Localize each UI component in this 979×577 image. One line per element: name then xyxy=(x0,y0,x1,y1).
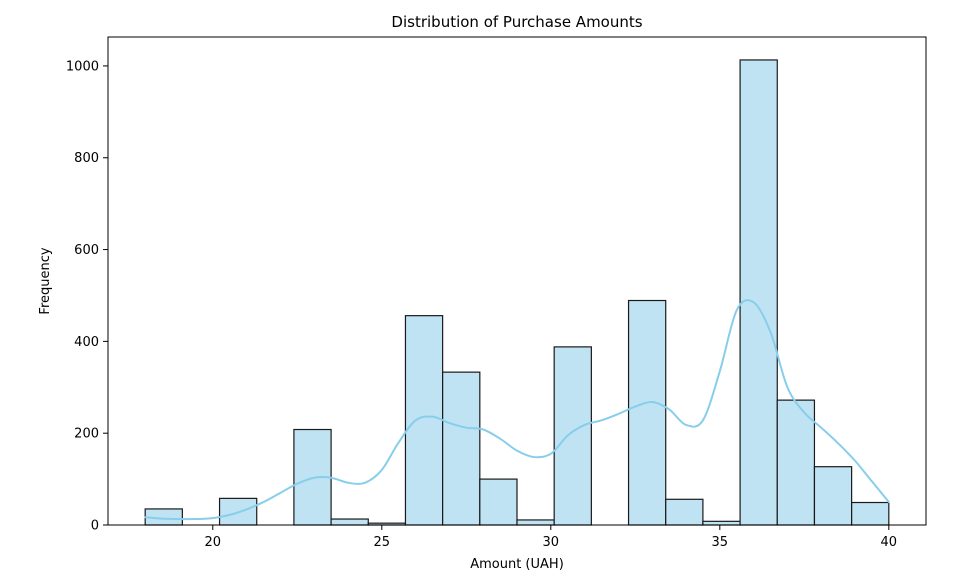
histogram-bar-10 xyxy=(516,519,555,526)
histogram-bar-14 xyxy=(665,498,704,526)
histogram-bar-9 xyxy=(479,478,518,526)
x-axis: 20 25 30 35 40 xyxy=(205,525,898,550)
y-tick-label-200: 200 xyxy=(74,427,99,442)
histogram-bar-13 xyxy=(627,299,667,526)
y-tick-label-0: 0 xyxy=(91,519,99,534)
x-tick-label-25: 25 xyxy=(374,535,391,550)
histogram-bar-16 xyxy=(739,59,778,526)
x-axis-label: Amount (UAH) xyxy=(470,557,564,572)
histogram-bar-5 xyxy=(330,518,369,526)
y-tick-label-600: 600 xyxy=(74,243,99,258)
y-axis: 0 200 400 600 800 1000 xyxy=(66,59,108,534)
y-tick-label-1000: 1000 xyxy=(66,59,99,74)
histogram-bar-17 xyxy=(776,399,816,526)
x-tick-label-30: 30 xyxy=(543,535,560,550)
y-axis-label: Frequency xyxy=(38,247,53,314)
kde-curve xyxy=(144,299,890,521)
x-tick-label-35: 35 xyxy=(712,535,729,550)
y-tick-label-800: 800 xyxy=(74,151,99,166)
histogram-bars xyxy=(144,59,890,526)
x-tick-label-20: 20 xyxy=(205,535,222,550)
x-tick-label-40: 40 xyxy=(881,535,898,550)
plot-frame xyxy=(107,36,927,526)
histogram-bar-15 xyxy=(702,520,741,526)
chart-title: Distribution of Purchase Amounts xyxy=(391,13,642,31)
histogram-bar-18 xyxy=(813,466,853,526)
histogram-bar-8 xyxy=(442,371,481,526)
histogram-bar-11 xyxy=(553,346,592,526)
histogram-bar-19 xyxy=(851,501,890,526)
histogram-bar-7 xyxy=(404,315,444,526)
y-tick-label-400: 400 xyxy=(74,335,99,350)
